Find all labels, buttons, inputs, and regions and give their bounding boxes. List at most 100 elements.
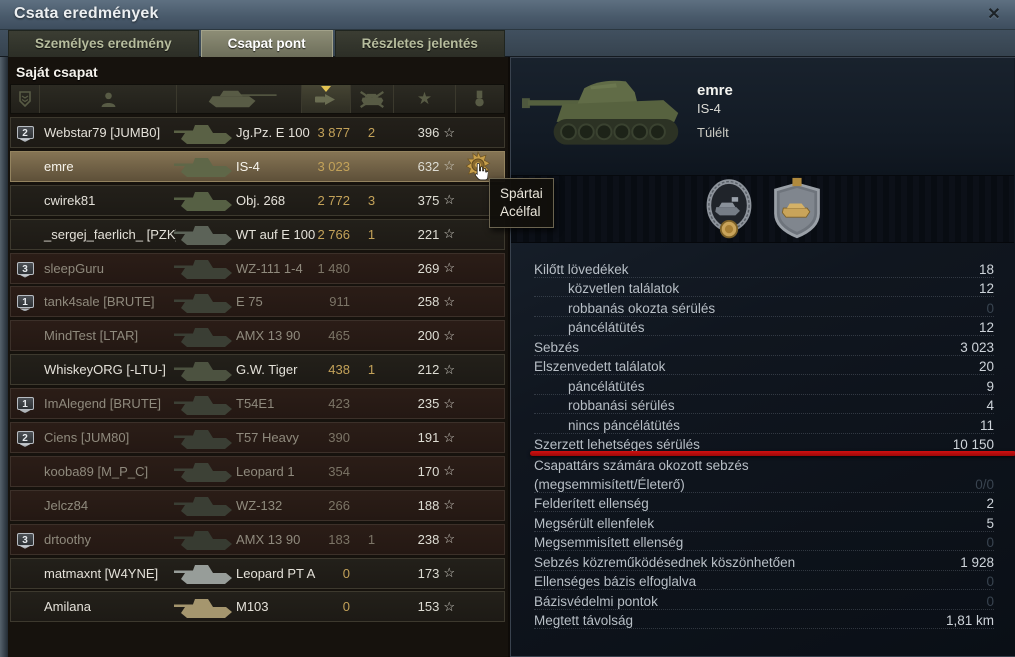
star-icon: ☆ <box>443 260 455 276</box>
table-row[interactable]: emre IS-4 3 023 632 ☆ <box>10 150 505 182</box>
tank-icon <box>174 395 232 415</box>
xp-value: 235 <box>417 396 440 412</box>
stat-value: 0/0 <box>975 476 994 492</box>
player-name: Ciens [JUM80] <box>44 430 130 446</box>
vehicle-name: T54E1 <box>236 396 275 412</box>
player-name: Amilana <box>44 599 91 615</box>
stat-row: Megsérült ellenfelek 5 <box>534 512 994 532</box>
table-row[interactable]: kooba89 [M_P_C] Leopard 1 354 170 ☆ <box>10 455 505 487</box>
xp-cell: 375 ☆ <box>393 192 455 208</box>
rank-cell: 2 <box>11 431 39 445</box>
vehicle-name: E 75 <box>236 294 263 310</box>
tank-cell <box>174 221 236 247</box>
stat-label: Ellenséges bázis elfoglalva <box>534 574 697 590</box>
left-frame <box>0 57 8 657</box>
damage-value: 2 772 <box>317 192 350 208</box>
xp-cell: 200 ☆ <box>393 328 455 344</box>
xp-value: 153 <box>417 599 440 615</box>
table-row[interactable]: WhiskeyORG [-LTU-] G.W. Tiger 438 1 212 … <box>10 354 505 386</box>
table-row[interactable]: 1 tank4sale [BRUTE] E 75 911 258 ☆ <box>10 286 505 318</box>
tab-team-score[interactable]: Csapat pont <box>200 30 333 57</box>
table-row[interactable]: 2 Ciens [JUM80] T57 Heavy 390 191 ☆ <box>10 422 505 454</box>
awards-cell <box>455 118 502 148</box>
tank-icon <box>174 565 232 585</box>
damage-value: 438 <box>328 362 350 378</box>
damage-column-icon[interactable] <box>301 85 350 113</box>
tab-detailed-report[interactable]: Részletes jelentés <box>334 30 505 57</box>
rank-cell <box>11 160 39 173</box>
xp-column-icon[interactable]: ★ <box>393 85 455 113</box>
awards-column-icon[interactable] <box>455 85 502 113</box>
tank-icon <box>174 192 232 212</box>
team-table-body: 2 Webstar79 [JUMB0] Jg.Pz. E 100 3 877 2… <box>10 117 505 623</box>
tooltip-line-1: Spártai <box>500 186 543 201</box>
table-row[interactable]: Jelcz84 WZ-132 266 188 ☆ <box>10 489 505 521</box>
stat-row: Szerzett lehetséges sérülés 10 150 <box>530 434 1015 456</box>
player-name: kooba89 [M_P_C] <box>44 463 149 479</box>
table-row[interactable]: 1 ImAlegend [BRUTE] T54E1 423 235 ☆ <box>10 388 505 420</box>
close-icon[interactable]: ✕ <box>985 6 1003 24</box>
table-row[interactable]: 3 drtoothy AMX 13 90 183 1 238 ☆ <box>10 523 505 555</box>
damage-value: 3 023 <box>317 158 350 174</box>
tank-cell <box>174 153 236 179</box>
rank-cell: 1 <box>11 397 39 411</box>
medal-shield-icon[interactable] <box>769 177 825 241</box>
star-icon: ☆ <box>443 158 455 174</box>
vehicle-column-icon[interactable] <box>176 85 301 113</box>
stat-label: Szerzett lehetséges sérülés <box>534 437 700 453</box>
tooltip-line-2: Acélfal <box>500 204 541 219</box>
star-icon: ☆ <box>443 226 455 242</box>
xp-value: 396 <box>417 125 440 140</box>
damage-value: 354 <box>328 463 350 479</box>
epic-medal-icon[interactable] <box>464 151 494 181</box>
stat-label: Megsérült ellenfelek <box>534 515 655 531</box>
rank-badge-number: 2 <box>22 433 28 445</box>
stat-row: nincs páncélátütés 11 <box>534 414 994 434</box>
rank-cell <box>11 600 39 613</box>
xp-value: 212 <box>417 362 440 378</box>
stat-row: Sebzés közreműködésednek köszönhetően 1 … <box>534 551 994 571</box>
table-row[interactable]: MindTest [LTAR] AMX 13 90 465 200 ☆ <box>10 320 505 352</box>
table-row[interactable]: 3 sleepGuru WZ-111 1-4 1 480 269 ☆ <box>10 252 505 284</box>
title-bar: Csata eredmények ✕ <box>0 0 1015 30</box>
medal-wreath-icon[interactable] <box>701 177 757 241</box>
player-name: MindTest [LTAR] <box>44 328 139 344</box>
tank-cell <box>174 526 236 552</box>
rank-badge-number: 1 <box>22 399 28 411</box>
tank-icon <box>174 226 232 246</box>
result-vehicle-name: IS-4 <box>697 101 721 116</box>
star-icon: ☆ <box>443 598 455 614</box>
xp-cell: 396 ☆ <box>393 125 455 141</box>
table-row[interactable]: Amilana M103 0 153 ☆ <box>10 591 505 623</box>
stat-value: 9 <box>986 378 994 394</box>
vehicle-name: M103 <box>236 599 269 615</box>
tank-icon <box>174 497 232 517</box>
tank-cell <box>174 323 236 349</box>
table-row[interactable]: matmaxnt [W4YNE] Leopard PT A 0 173 ☆ <box>10 557 505 589</box>
tank-cell <box>174 357 236 383</box>
rank-column-icon[interactable] <box>11 85 39 113</box>
tab-personal-result[interactable]: Személyes eredmény <box>8 30 199 57</box>
stat-row: Ellenséges bázis elfoglalva 0 <box>534 571 994 591</box>
stat-value: 11 <box>979 417 994 433</box>
tank-cell <box>174 187 236 213</box>
rank-cell: 3 <box>11 532 39 546</box>
table-row[interactable]: _sergej_faerlich_ [PZK] WT auf E 100 2 7… <box>10 218 505 250</box>
awards-cell <box>455 389 502 419</box>
player-column-icon[interactable] <box>39 85 176 113</box>
kills-column-icon[interactable] <box>350 85 393 113</box>
stat-value: 10 150 <box>952 437 994 453</box>
stat-value: 12 <box>978 281 994 297</box>
awards-cell <box>455 151 502 181</box>
vehicle-name: WZ-111 1-4 <box>236 260 303 276</box>
table-row[interactable]: 2 Webstar79 [JUMB0] Jg.Pz. E 100 3 877 2… <box>10 117 505 148</box>
table-row[interactable]: cwirek81 Obj. 268 2 772 3 375 ☆ <box>10 184 505 216</box>
stat-row: Megtett távolság 1,81 km <box>534 610 994 630</box>
player-name: cwirek81 <box>44 192 96 208</box>
survival-status: Túlélt <box>697 125 729 140</box>
awards-cell <box>455 355 502 385</box>
xp-cell: 258 ☆ <box>393 294 455 310</box>
damage-value: 465 <box>328 328 350 344</box>
stat-row: Kilőtt lövedékek 18 <box>534 258 994 278</box>
xp-cell: 188 ☆ <box>393 497 455 513</box>
